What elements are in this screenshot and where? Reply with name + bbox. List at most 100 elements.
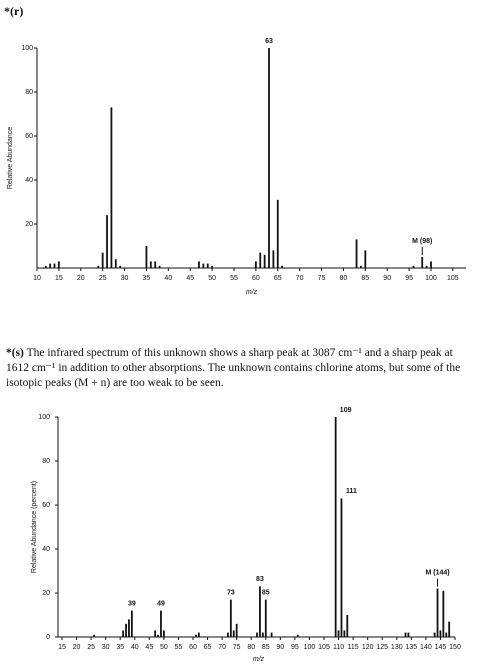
bar (57, 261, 60, 268)
annotation: 73 (227, 589, 235, 596)
bar (162, 630, 165, 637)
bar (227, 632, 229, 637)
x-tick-label: 80 (247, 644, 255, 651)
x-tick-label: 40 (164, 275, 172, 282)
bar (263, 254, 266, 268)
x-tick-label: 65 (204, 644, 212, 651)
x-tick-label: 30 (102, 644, 110, 651)
x-tick-label: 60 (189, 644, 197, 651)
bar (261, 632, 264, 637)
bar (364, 250, 367, 268)
bar (154, 630, 157, 637)
x-tick-label: 65 (274, 275, 282, 282)
x-tick-label: 35 (116, 644, 124, 651)
x-tick-label: 110 (333, 644, 344, 651)
x-tick-label: 100 (425, 275, 437, 282)
y-tick-label: 60 (42, 502, 50, 509)
bar (334, 417, 337, 637)
x-tick-label: 20 (77, 275, 85, 282)
bar (430, 261, 432, 268)
chart-s: 0 20 40 60 80 100 15 20 25 30 35 40 45 50 55 60 65 70 75 80… (31, 407, 461, 663)
bar (211, 265, 214, 268)
x-tick-label: 25 (87, 644, 95, 651)
bar (49, 263, 52, 268)
x-tick-label: 100 (304, 644, 316, 651)
bar (110, 107, 113, 269)
bar (346, 615, 349, 637)
bar (53, 263, 56, 268)
x-tick-label: 55 (175, 644, 183, 651)
y-tick-label: 80 (25, 89, 33, 96)
bar (44, 265, 47, 268)
x-tick-label: 145 (435, 644, 447, 651)
annotation: M (98) (412, 238, 432, 245)
bar (97, 265, 100, 268)
bar (439, 630, 442, 637)
x-tick-label: 75 (318, 275, 326, 282)
bar (355, 239, 358, 268)
bar (125, 623, 127, 637)
bar (101, 252, 104, 268)
annotation: 83 (256, 576, 264, 583)
y-tick-label: 80 (42, 458, 50, 465)
x-tick-label: 80 (340, 275, 348, 282)
y-tick-label: 20 (42, 590, 50, 597)
bar (149, 261, 152, 268)
bar (433, 632, 436, 637)
x-tick-label: 90 (383, 275, 391, 282)
bar (130, 610, 133, 637)
x-axis-label: m/z (246, 289, 258, 296)
bar (128, 619, 130, 637)
x-tick-label: 70 (296, 275, 304, 282)
x-tick-label: 125 (376, 644, 388, 651)
x-tick-label: 10 (33, 275, 41, 282)
problem-label: *(s) (6, 347, 24, 359)
y-axis-label: Relative Abundance (percent) (31, 481, 38, 573)
y-tick-label: 100 (21, 45, 33, 52)
bar (268, 48, 270, 268)
x-tick-label: 150 (449, 644, 461, 651)
problem-text: *(s) The infrared spectrum of this unkno… (6, 346, 476, 391)
bar (421, 257, 424, 268)
x-tick-label: 70 (218, 644, 226, 651)
bar (106, 215, 108, 268)
x-tick-label: 105 (318, 644, 330, 651)
bar (343, 630, 346, 637)
x-tick-label: 75 (233, 644, 241, 651)
bar (264, 599, 267, 637)
bar (158, 265, 161, 268)
x-tick-label: 85 (262, 644, 270, 651)
y-tick-label: 60 (25, 133, 33, 140)
x-tick-label: 120 (362, 644, 374, 651)
bar (119, 265, 122, 268)
x-tick-label: 140 (420, 644, 432, 651)
x-tick-label: 130 (391, 644, 403, 651)
bar (445, 632, 448, 637)
bar (157, 634, 159, 637)
x-tick-label: 35 (143, 275, 151, 282)
x-tick-label: 60 (252, 275, 260, 282)
bar (145, 246, 148, 268)
x-tick-label: 85 (361, 275, 369, 282)
bar (425, 265, 428, 268)
x-tick-label: 45 (186, 275, 194, 282)
bar (235, 623, 238, 637)
bar (256, 632, 258, 637)
annotation: 63 (265, 38, 273, 45)
y-tick-label: 20 (25, 221, 33, 228)
x-tick-label: 15 (55, 275, 63, 282)
annotation: 49 (157, 600, 165, 607)
x-tick-label: 25 (99, 275, 107, 282)
bar (281, 265, 284, 268)
y-tick-label: 40 (42, 546, 50, 553)
x-tick-label: 45 (145, 644, 153, 651)
bar (407, 632, 410, 637)
annotation: M (144) (425, 569, 449, 576)
x-tick-label: 30 (121, 275, 129, 282)
y-tick-label: 100 (38, 414, 50, 421)
bar (198, 261, 200, 268)
bar (270, 632, 273, 637)
bar (337, 630, 340, 637)
bar (436, 588, 439, 637)
